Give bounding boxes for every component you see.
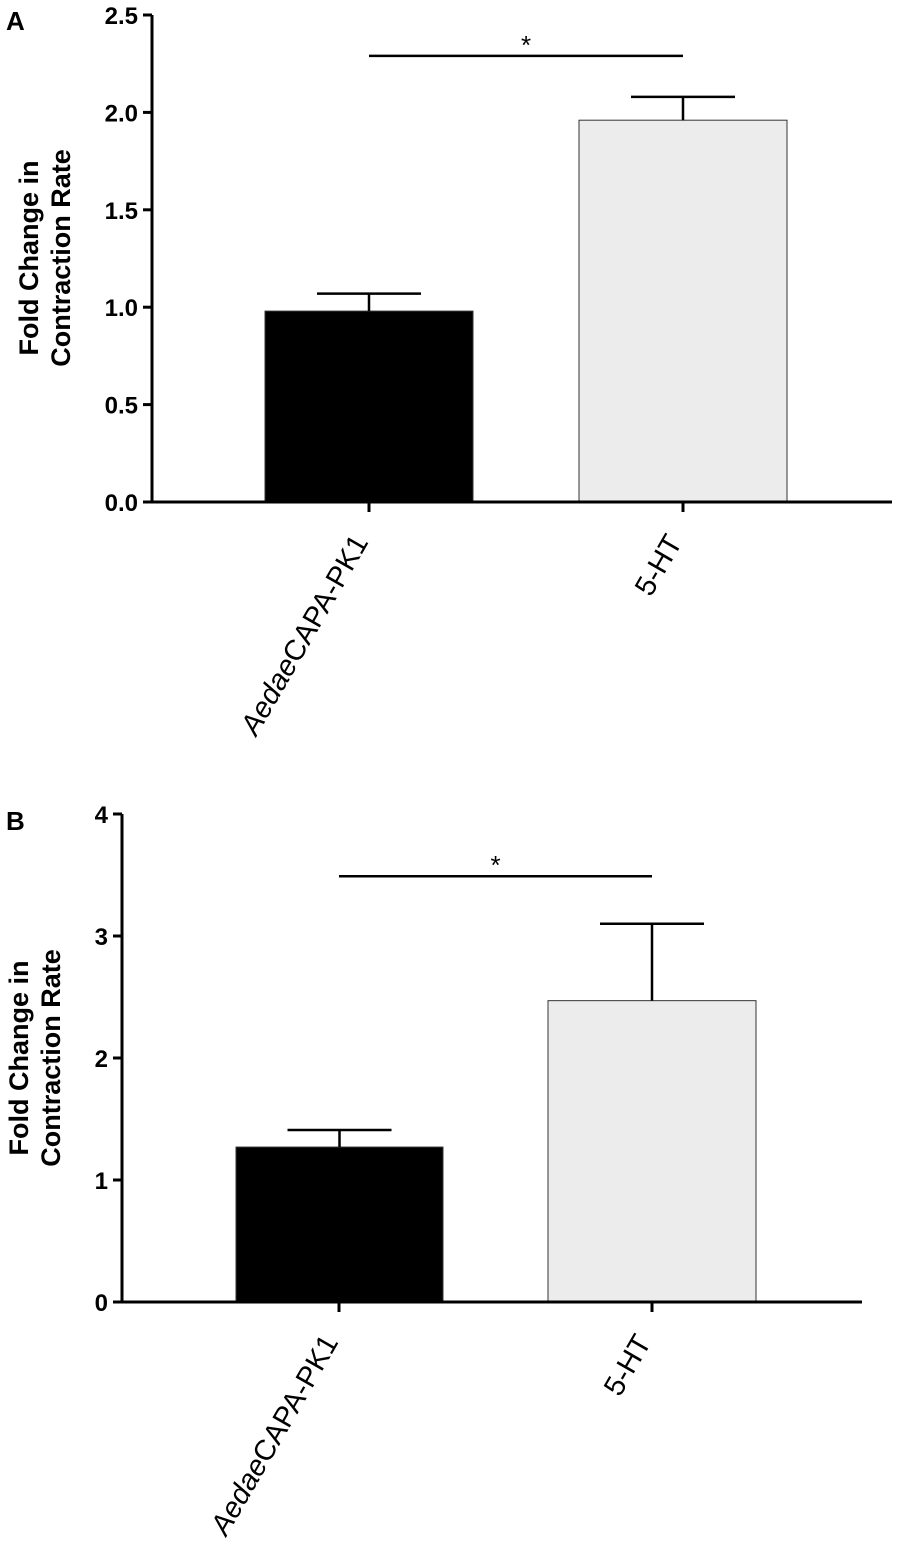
y-tick-label: 2.0 bbox=[105, 100, 138, 127]
y-tick-label: 2.5 bbox=[105, 3, 138, 30]
y-axis-label: Fold Change in bbox=[4, 961, 34, 1156]
x-tick-label: 5-HT bbox=[598, 1329, 658, 1401]
x-tick-label-italic: Aedae bbox=[234, 652, 305, 742]
y-tick-label: 1.5 bbox=[105, 198, 138, 225]
bar-2 bbox=[578, 119, 788, 503]
y-axis-label: Fold Change in bbox=[14, 161, 44, 356]
panel-label: A bbox=[6, 6, 25, 36]
y-tick-label: 0.5 bbox=[105, 393, 138, 420]
x-tick-label: AedaeCAPA-PK1 bbox=[204, 1330, 345, 1543]
y-tick-label: 4 bbox=[95, 802, 109, 829]
y-tick-label: 3 bbox=[95, 924, 108, 951]
y-tick-label: 0 bbox=[95, 1290, 108, 1317]
panel-label: B bbox=[6, 806, 25, 836]
significance-star: * bbox=[490, 850, 500, 880]
x-tick-label-text: 5-HT bbox=[629, 529, 689, 601]
panel-b: B Fold Change in Contraction Rate 0 1 2 3 4 Aeda… bbox=[4, 802, 862, 1542]
y-axis-label: Contraction Rate bbox=[46, 149, 76, 367]
significance-star: * bbox=[521, 30, 531, 60]
bar-2 bbox=[547, 1000, 757, 1303]
y-tick-label: 0.0 bbox=[105, 490, 138, 517]
x-tick-label-italic: Aedae bbox=[204, 1452, 275, 1542]
bar-1 bbox=[235, 1146, 444, 1303]
x-tick-label: AedaeCAPA-PK1 bbox=[234, 530, 375, 743]
x-tick-label-text: CAPA-PK1 bbox=[277, 530, 375, 668]
bar-1 bbox=[264, 310, 474, 503]
x-tick-label: 5-HT bbox=[629, 529, 689, 601]
x-tick-label-text: 5-HT bbox=[598, 1329, 658, 1401]
x-tick-label-text: CAPA-PK1 bbox=[247, 1330, 345, 1468]
y-tick-label: 2 bbox=[95, 1046, 108, 1073]
y-axis-label: Contraction Rate bbox=[36, 949, 66, 1167]
y-tick-label: 1.0 bbox=[105, 295, 138, 322]
panel-a: A Fold Change in Contraction Rate 0.0 0.5 1.0… bbox=[6, 3, 892, 742]
y-tick-label: 1 bbox=[95, 1168, 108, 1195]
